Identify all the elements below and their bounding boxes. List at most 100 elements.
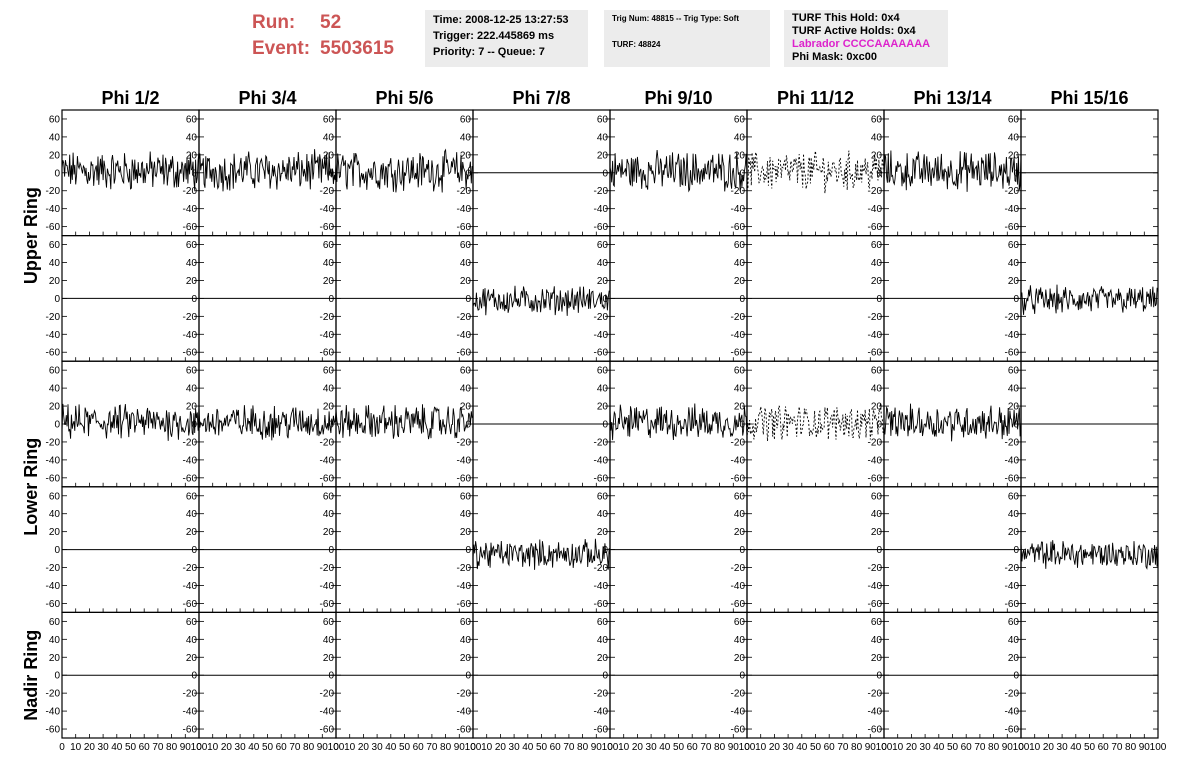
column-header: Phi 11/12 xyxy=(777,88,854,108)
y-tick-label: 60 xyxy=(734,366,746,377)
y-tick-label: 0 xyxy=(1013,671,1019,682)
x-tick-label: 20 xyxy=(221,742,233,753)
y-tick-label: -60 xyxy=(868,348,883,359)
y-tick-label: -60 xyxy=(46,222,61,233)
run-value: 52 xyxy=(320,12,342,33)
y-tick-label: -40 xyxy=(320,330,335,341)
x-tick-label: 50 xyxy=(262,742,274,753)
y-tick-label: 60 xyxy=(460,617,472,628)
y-tick-label: -20 xyxy=(1005,563,1020,574)
y-tick-label: -20 xyxy=(1005,312,1020,323)
ring-label: Lower Ring xyxy=(21,438,41,536)
y-tick-label: 0 xyxy=(191,671,197,682)
x-tick-label: 70 xyxy=(700,742,712,753)
x-tick-label: 0 xyxy=(1018,742,1024,753)
y-tick-label: -60 xyxy=(731,222,746,233)
x-tick-label: 90 xyxy=(591,742,603,753)
y-tick-label: 0 xyxy=(876,168,882,179)
x-tick-label: 40 xyxy=(248,742,260,753)
y-tick-label: -60 xyxy=(594,599,609,610)
x-tick-label: 90 xyxy=(1139,742,1151,753)
y-tick-label: 60 xyxy=(186,114,198,125)
y-tick-label: 60 xyxy=(734,114,746,125)
x-tick-label: 10 xyxy=(481,742,493,753)
y-tick-label: -60 xyxy=(868,725,883,736)
y-tick-label: -20 xyxy=(320,689,335,700)
y-tick-label: -40 xyxy=(320,581,335,592)
x-tick-label: 30 xyxy=(235,742,247,753)
y-tick-label: -60 xyxy=(46,473,61,484)
y-tick-label: -60 xyxy=(731,348,746,359)
y-tick-label: 0 xyxy=(54,671,60,682)
y-tick-label: -60 xyxy=(457,222,472,233)
y-tick-label: 20 xyxy=(323,276,335,287)
x-tick-label: 40 xyxy=(659,742,671,753)
y-tick-label: 40 xyxy=(460,384,472,395)
y-tick-label: -60 xyxy=(183,222,198,233)
y-tick-label: -40 xyxy=(457,455,472,466)
y-tick-label: 0 xyxy=(602,420,608,431)
y-tick-label: -60 xyxy=(457,599,472,610)
waveform-trace xyxy=(883,150,1022,192)
y-tick-label: 20 xyxy=(734,402,746,413)
y-tick-label: -60 xyxy=(731,473,746,484)
y-tick-label: 0 xyxy=(876,671,882,682)
y-tick-label: 60 xyxy=(1008,366,1020,377)
x-tick-label: 30 xyxy=(920,742,932,753)
x-tick-label: 10 xyxy=(892,742,904,753)
y-tick-label: -60 xyxy=(183,473,198,484)
waveform-trace xyxy=(609,403,748,441)
y-tick-label: -20 xyxy=(731,689,746,700)
y-tick-label: 40 xyxy=(186,384,198,395)
y-tick-label: 60 xyxy=(186,491,198,502)
x-tick-label: 30 xyxy=(783,742,795,753)
y-tick-label: 60 xyxy=(597,491,609,502)
y-tick-label: 20 xyxy=(49,402,61,413)
waveform-trace xyxy=(61,151,200,191)
x-tick-label: 60 xyxy=(824,742,836,753)
y-tick-label: 40 xyxy=(1008,258,1020,269)
y-tick-label: -40 xyxy=(594,455,609,466)
x-tick-label: 0 xyxy=(607,742,613,753)
y-tick-label: 20 xyxy=(49,276,61,287)
x-tick-label: 60 xyxy=(1098,742,1110,753)
y-tick-label: 60 xyxy=(186,366,198,377)
y-tick-label: -40 xyxy=(183,330,198,341)
x-tick-label: 70 xyxy=(289,742,301,753)
y-tick-label: -40 xyxy=(731,581,746,592)
y-tick-label: 40 xyxy=(1008,509,1020,520)
y-tick-label: -40 xyxy=(457,204,472,215)
x-tick-label: 0 xyxy=(881,742,887,753)
y-tick-label: -60 xyxy=(320,599,335,610)
x-tick-label: 70 xyxy=(837,742,849,753)
y-tick-label: 20 xyxy=(49,527,61,538)
y-tick-label: 60 xyxy=(49,240,61,251)
y-tick-label: 0 xyxy=(876,294,882,305)
column-header: Phi 9/10 xyxy=(644,88,712,108)
x-tick-label: 60 xyxy=(139,742,151,753)
y-tick-label: -60 xyxy=(594,222,609,233)
y-tick-label: 0 xyxy=(54,420,60,431)
y-tick-label: 20 xyxy=(460,527,472,538)
y-tick-label: -60 xyxy=(320,473,335,484)
y-tick-label: 0 xyxy=(465,294,471,305)
x-tick-label: 50 xyxy=(810,742,822,753)
y-tick-label: -20 xyxy=(46,312,61,323)
y-tick-label: 40 xyxy=(323,384,335,395)
column-header: Phi 1/2 xyxy=(101,88,159,108)
y-tick-label: -40 xyxy=(1005,204,1020,215)
y-tick-label: -20 xyxy=(731,186,746,197)
y-tick-label: 40 xyxy=(734,132,746,143)
y-tick-label: 0 xyxy=(328,294,334,305)
y-tick-label: -40 xyxy=(1005,330,1020,341)
y-tick-label: -40 xyxy=(594,581,609,592)
y-tick-label: -60 xyxy=(457,348,472,359)
y-tick-label: -40 xyxy=(183,204,198,215)
y-tick-label: -20 xyxy=(594,689,609,700)
x-tick-label: 40 xyxy=(522,742,534,753)
y-tick-label: -20 xyxy=(320,312,335,323)
y-tick-label: -60 xyxy=(457,473,472,484)
y-tick-label: -20 xyxy=(1005,437,1020,448)
y-tick-label: 20 xyxy=(1008,402,1020,413)
y-tick-label: 40 xyxy=(460,509,472,520)
